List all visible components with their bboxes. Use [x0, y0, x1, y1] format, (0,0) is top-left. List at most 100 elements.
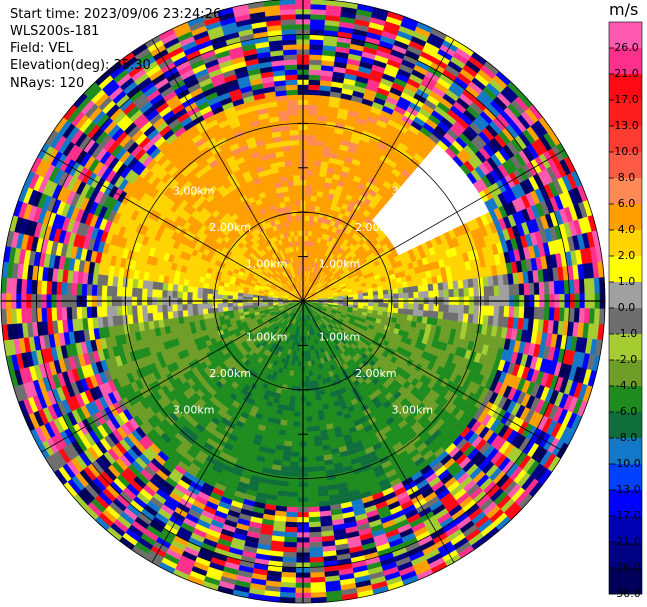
velocity-cell — [310, 3, 327, 11]
velocity-cell — [483, 286, 490, 297]
velocity-cell — [442, 281, 449, 291]
velocity-cell — [573, 307, 580, 323]
velocity-cell — [307, 360, 312, 367]
velocity-cell — [368, 295, 374, 300]
velocity-cell — [307, 129, 317, 136]
velocity-cell — [313, 440, 323, 447]
velocity-cell — [593, 308, 601, 325]
velocity-cell — [408, 303, 414, 310]
velocity-cell — [308, 94, 320, 101]
velocity-cell — [373, 294, 379, 300]
velocity-cell — [483, 305, 490, 316]
velocity-cell — [493, 285, 500, 297]
velocity-cell — [386, 284, 393, 290]
velocity-cell — [583, 278, 590, 294]
velocity-cell — [284, 435, 293, 442]
velocity-cell — [332, 298, 339, 301]
velocity-cell — [478, 305, 485, 316]
velocity-cell — [289, 395, 296, 402]
velocity-cell — [447, 312, 454, 321]
velocity-cell — [315, 455, 325, 462]
velocity-cell — [309, 541, 323, 548]
velocity-cell — [282, 450, 292, 457]
velocity-cell — [306, 350, 311, 357]
velocity-cell — [314, 389, 321, 396]
velocity-cell — [308, 511, 321, 518]
velocity-cell — [558, 307, 565, 322]
velocity-cell — [402, 287, 409, 294]
velocity-cell — [305, 195, 312, 201]
velocity-cell — [308, 89, 320, 96]
velocity-cell — [473, 287, 480, 297]
velocity-cell — [417, 309, 424, 317]
velocity-cell — [308, 501, 320, 508]
velocity-cell — [295, 391, 301, 397]
velocity-cell — [478, 286, 485, 297]
velocity-cell — [453, 288, 460, 298]
velocity-cell — [305, 210, 311, 216]
velocity-cell — [398, 292, 404, 299]
velocity-cell — [287, 415, 295, 422]
velocity-cell — [315, 140, 325, 147]
velocity-cell — [286, 501, 298, 508]
velocity-cell — [452, 280, 459, 290]
velocity-cell — [438, 304, 445, 313]
velocity-cell — [588, 308, 595, 325]
velocity-cell — [284, 526, 298, 533]
velocity-cell — [290, 456, 300, 463]
velocity-cell — [308, 84, 321, 91]
velocity-cell — [304, 345, 308, 352]
velocity-cell — [304, 381, 310, 387]
velocity-cell — [387, 307, 394, 313]
velocity-cell — [287, 486, 299, 493]
velocity-cell — [311, 185, 319, 192]
velocity-cell — [312, 175, 320, 182]
velocity-cell — [310, 19, 326, 26]
velocity-cell — [397, 287, 404, 294]
velocity-cell — [538, 281, 545, 295]
velocity-cell — [285, 516, 298, 523]
velocity-cell — [311, 180, 319, 187]
velocity-cell — [305, 416, 313, 422]
velocity-cell — [382, 307, 389, 313]
velocity-cell — [283, 536, 297, 543]
velocity-cell — [309, 210, 315, 217]
velocity-cell — [292, 426, 300, 432]
velocity-cell — [306, 421, 314, 427]
velocity-cell — [523, 283, 530, 296]
velocity-cell — [528, 306, 535, 320]
velocity-cell — [309, 556, 324, 563]
velocity-cell — [513, 283, 520, 296]
velocity-cell — [295, 386, 301, 392]
velocity-cell — [310, 14, 326, 21]
velocity-cell — [543, 307, 550, 321]
velocity-cell — [280, 581, 296, 588]
velocity-cell — [310, 195, 317, 202]
velocity-cell — [287, 410, 295, 417]
velocity-cell — [398, 303, 404, 310]
velocity-cell — [305, 401, 312, 407]
velocity-cell — [408, 292, 414, 299]
velocity-cell — [353, 296, 359, 300]
velocity-cell — [310, 200, 317, 207]
velocity-cell — [383, 294, 389, 300]
velocity-cell — [403, 292, 409, 299]
velocity-cell — [428, 304, 434, 312]
velocity-cell — [283, 541, 297, 548]
velocity-cell — [304, 225, 310, 231]
velocity-cell — [304, 240, 308, 246]
velocity-cell — [402, 308, 409, 315]
velocity-cell — [312, 375, 318, 382]
velocity-cell — [304, 235, 309, 241]
velocity-cell — [392, 288, 399, 295]
velocity-cell — [432, 311, 439, 319]
velocity-cell — [285, 430, 293, 437]
velocity-cell — [283, 546, 297, 553]
velocity-cell — [578, 308, 585, 324]
velocity-cell — [422, 284, 429, 292]
velocity-cell — [543, 281, 550, 295]
velocity-cell — [413, 303, 419, 311]
velocity-cell — [306, 426, 314, 432]
velocity-cell — [309, 380, 315, 387]
velocity-cell — [357, 292, 364, 297]
